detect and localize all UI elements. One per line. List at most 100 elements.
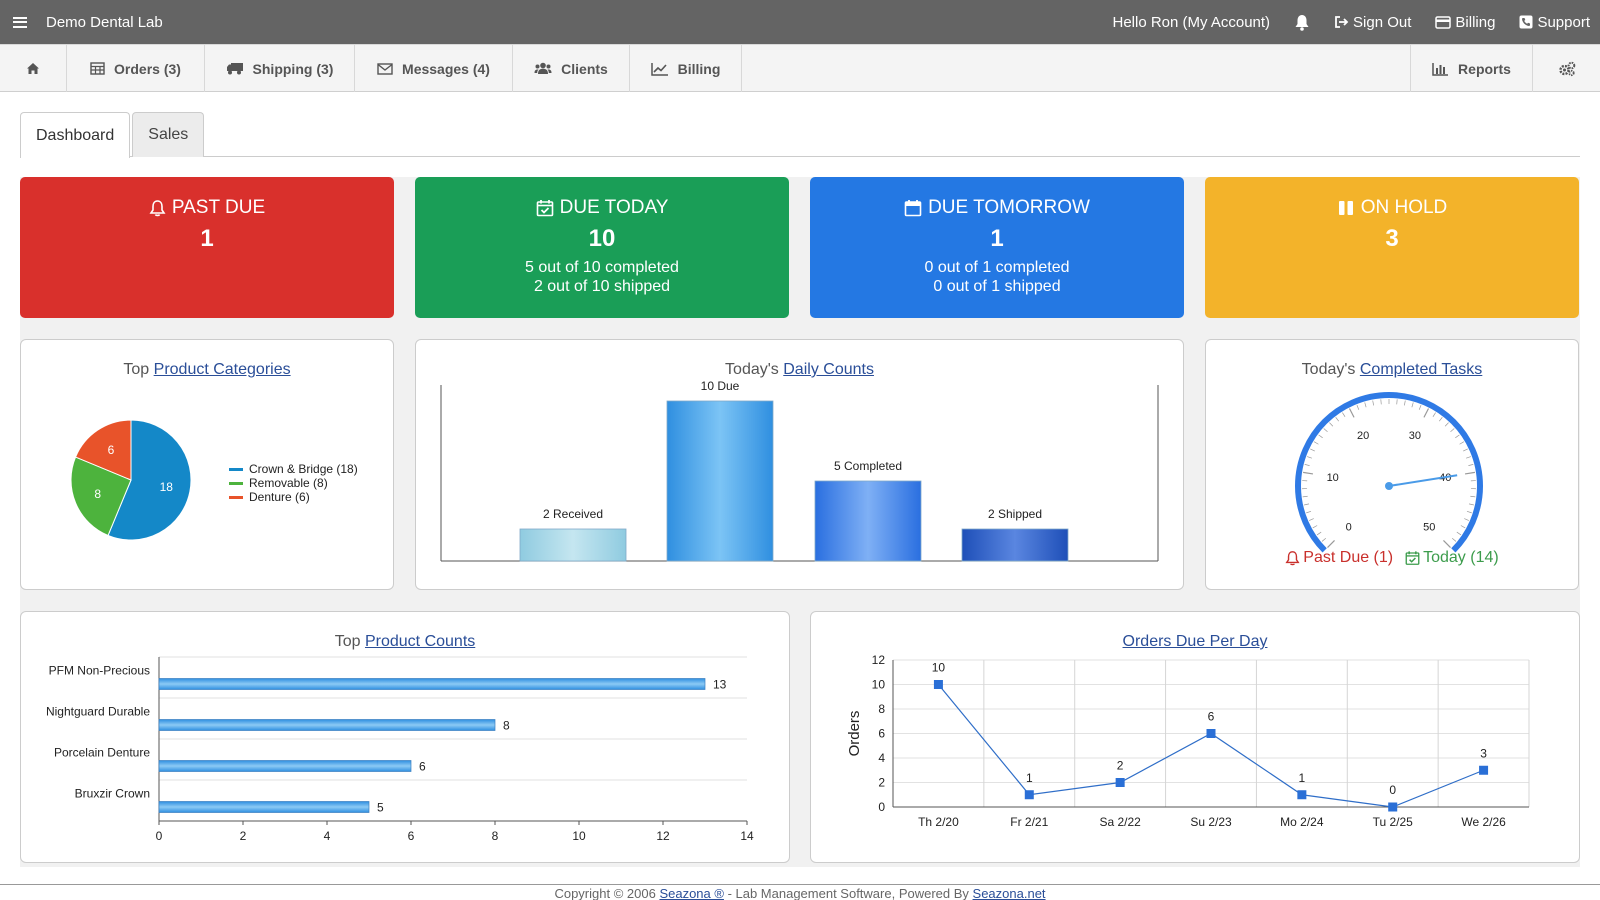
data-point[interactable]: [1024, 790, 1034, 800]
nav-shipping[interactable]: Shipping (3): [205, 45, 355, 92]
data-point[interactable]: [1115, 778, 1125, 787]
tab-sales[interactable]: Sales: [132, 112, 205, 157]
bar[interactable]: [158, 678, 706, 690]
gauge-tick: [1459, 441, 1465, 445]
nav-home[interactable]: [0, 45, 67, 92]
gauge-tick: [1310, 448, 1315, 452]
y-tick-label: 2: [878, 776, 885, 790]
billing-link[interactable]: Billing: [1435, 14, 1495, 31]
bar[interactable]: [158, 801, 370, 813]
pie-slice-label: 8: [94, 487, 101, 501]
legend-label: Denture (6): [249, 490, 310, 504]
product-counts-link[interactable]: Product Counts: [364, 633, 476, 650]
gauge-tick: [1348, 408, 1355, 418]
gauge-tick: [1304, 464, 1310, 466]
x-tick-label: Th 2/20: [918, 815, 959, 829]
data-label: 1: [1299, 771, 1306, 785]
billing-label: Billing: [1455, 13, 1496, 31]
daily-counts-link[interactable]: Daily Counts: [783, 361, 874, 378]
nav-billing[interactable]: Billing: [630, 45, 742, 92]
today-tasks-link[interactable]: Today (14): [1405, 549, 1499, 567]
past-due-card[interactable]: PAST DUE 1: [20, 177, 394, 318]
gauge-hub: [1385, 482, 1393, 490]
bar[interactable]: [158, 760, 412, 772]
x-tick-label: 12: [656, 829, 670, 843]
gauge-tick: [1313, 441, 1319, 445]
nav-settings[interactable]: [1532, 45, 1600, 92]
y-tick-label: 0: [878, 800, 885, 814]
gauge-tick: [1456, 531, 1462, 536]
past-due-tasks-link[interactable]: Past Due (1): [1285, 549, 1393, 567]
data-point[interactable]: [1479, 765, 1489, 775]
home-icon: [27, 63, 39, 74]
bar[interactable]: [158, 719, 496, 731]
calendar-icon: [904, 200, 922, 217]
sign-out-link[interactable]: Sign Out: [1334, 14, 1411, 31]
data-point[interactable]: [933, 680, 943, 689]
brand-name[interactable]: Demo Dental Lab: [46, 13, 163, 31]
data-point[interactable]: [1206, 729, 1216, 738]
legend-label: Removable (8): [249, 476, 328, 490]
product-counts-chart: 0 2 4 6 8 10 12 14 13 PFM Non-Precious 8 Nightguard…: [46, 656, 754, 843]
gauge-tick: [1312, 525, 1318, 529]
legend-swatch: [229, 495, 243, 499]
x-tick-label: Sa 2/22: [1099, 815, 1141, 829]
account-link[interactable]: Hello Ron (My Account): [1112, 14, 1270, 31]
line-chart-icon: [650, 62, 668, 76]
bar-label: 2 Received: [543, 507, 603, 521]
nav-clients[interactable]: Clients: [513, 45, 630, 92]
gauge-tick: [1451, 537, 1457, 542]
gauge-tick: [1464, 518, 1469, 521]
gauge-arc: [1295, 392, 1483, 553]
gauge-tick: [1356, 404, 1360, 410]
data-point[interactable]: [1297, 790, 1307, 800]
nav-reports[interactable]: Reports: [1410, 45, 1532, 92]
due-tomorrow-card[interactable]: DUE TOMORROW 1 0 out of 1 completed 0 ou…: [810, 177, 1184, 318]
tab-dashboard[interactable]: Dashboard: [20, 112, 131, 158]
y-tick-label: 4: [878, 751, 885, 765]
gauge-tick: [1309, 518, 1314, 521]
support-link[interactable]: Support: [1519, 14, 1590, 31]
due-today-card[interactable]: DUE TODAY 10 5 out of 10 completed 2 out…: [415, 177, 789, 318]
gauge-tick: [1423, 408, 1430, 418]
bar[interactable]: [961, 528, 1069, 562]
data-label: 3: [1480, 746, 1487, 760]
data-point[interactable]: [1388, 802, 1398, 812]
nav-orders[interactable]: Orders (3): [67, 45, 205, 92]
daily-counts-panel: Today's Daily Counts 2 Received 10 Due 5 C…: [415, 339, 1184, 590]
gauge-tick: [1364, 402, 1367, 408]
bar[interactable]: [666, 400, 774, 562]
legend-label: Crown & Bridge (18): [249, 462, 358, 476]
notifications-button[interactable]: [1294, 14, 1310, 31]
bell-icon: [1295, 14, 1309, 31]
nav-messages[interactable]: Messages (4): [355, 45, 513, 92]
pie-slice[interactable]: [74, 419, 132, 481]
completed-tasks-link[interactable]: Completed Tasks: [1359, 361, 1483, 378]
on-hold-card[interactable]: ON HOLD 3: [1205, 177, 1579, 318]
footer-seazona-link[interactable]: Seazona ®: [659, 886, 724, 900]
due-today-value: 10: [588, 225, 616, 252]
menu-button[interactable]: [0, 0, 40, 44]
gauge-tick: [1323, 428, 1328, 433]
legend-item[interactable]: Removable (8): [229, 476, 358, 490]
orders-per-day-panel: Orders Due Per Day 0 2 4 6 8 10 12 Orders 10 Th 2…: [810, 611, 1580, 863]
bar[interactable]: [519, 528, 627, 562]
due-tomorrow-completed: 0 out of 1 completed: [924, 259, 1070, 276]
legend-item[interactable]: Crown & Bridge (18): [229, 462, 358, 476]
product-categories-link[interactable]: Product Categories: [153, 361, 291, 378]
pie-slice[interactable]: [70, 456, 132, 537]
envelope-icon: [377, 62, 393, 75]
nav-orders-label: Orders (3): [114, 60, 181, 77]
orders-per-day-link[interactable]: Orders Due Per Day: [1122, 633, 1268, 650]
gauge-tick: [1306, 511, 1312, 514]
hamburger-icon: [13, 16, 27, 28]
bar[interactable]: [814, 480, 922, 562]
y-tick-label: 10: [872, 678, 886, 692]
data-label: 0: [1389, 783, 1396, 797]
legend-item[interactable]: Denture (6): [229, 490, 358, 504]
users-icon: [534, 62, 552, 74]
pie-slice[interactable]: [107, 419, 192, 541]
pause-icon: [1338, 201, 1353, 215]
footer-seazona-net-link[interactable]: Seazona.net: [972, 886, 1046, 900]
